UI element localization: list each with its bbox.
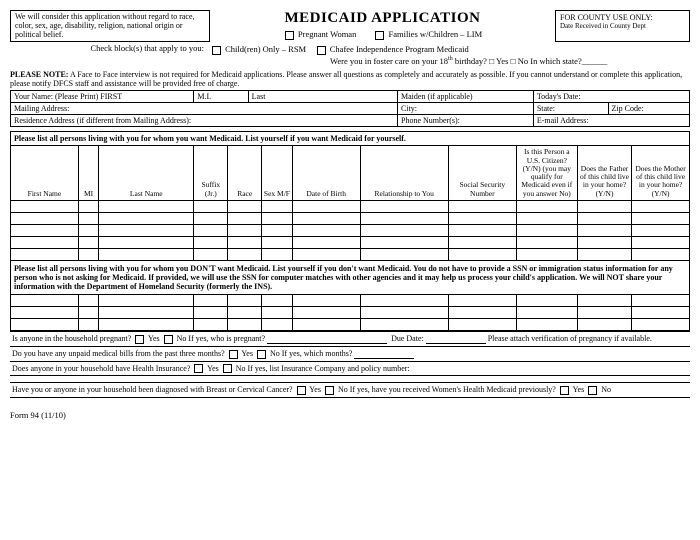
questions-block: Is anyone in the household pregnant? Yes… — [10, 331, 690, 376]
foster-q-b: birthday? □ Yes □ No In which state?____… — [453, 56, 608, 66]
field-city[interactable]: City: — [398, 103, 534, 115]
form-title: MEDICAID APPLICATION — [214, 10, 551, 27]
field-last-name[interactable]: Last — [248, 91, 397, 103]
checkbox-whm-no[interactable] — [588, 386, 597, 395]
name-address-table: Your Name: (Please Print) FIRST M.I. Las… — [10, 90, 690, 127]
col-mi: MI — [78, 146, 98, 201]
foster-q-a: Were you in foster care on your 18 — [330, 56, 448, 66]
field-mi[interactable]: M.I. — [194, 91, 248, 103]
checkbox-children[interactable] — [212, 46, 221, 55]
nondiscrimination-box: We will consider this application withou… — [10, 10, 210, 42]
cancer-question: Have you or anyone in your household bee… — [10, 382, 690, 398]
field-today-date[interactable]: Today's Date: — [533, 91, 689, 103]
label-families: Families w/Children – LIM — [388, 29, 482, 39]
checkbox-cancer-no[interactable] — [325, 386, 334, 395]
checkbox-whm-yes[interactable] — [560, 386, 569, 395]
field-state[interactable]: State: — [533, 103, 608, 115]
checkbox-row-1: Pregnant Woman Families w/Children – LIM — [214, 29, 551, 40]
col-rel: Relationship to You — [360, 146, 448, 201]
col-father: Does the Father of this child live in yo… — [577, 146, 631, 201]
section1-header: Please list all persons living with you … — [11, 132, 690, 146]
field-email[interactable]: E-mail Address: — [533, 115, 689, 127]
field-mailing[interactable]: Mailing Address: — [11, 103, 398, 115]
field-residence[interactable]: Residence Address (if different from Mai… — [11, 115, 398, 127]
q-bills: Do you have any unpaid medical bills fro… — [10, 347, 690, 362]
note-label: PLEASE NOTE: — [10, 70, 68, 79]
checkbox-bills-yes[interactable] — [229, 350, 238, 359]
col-suffix: Suffix (Jr.) — [194, 146, 228, 201]
field-phone[interactable]: Phone Number(s): — [398, 115, 534, 127]
section2-header: Please list all persons living with you … — [11, 260, 690, 295]
checkbox-bills-no[interactable] — [257, 350, 266, 359]
table-row[interactable] — [11, 212, 690, 224]
label-chafee: Chafee Independence Program Medicaid — [330, 44, 469, 54]
q-cancer: Have you or anyone in your household bee… — [10, 383, 690, 398]
checkbox-pregnant-yes[interactable] — [135, 335, 144, 344]
table-row[interactable] — [11, 200, 690, 212]
check-blocks-label: Check block(s) that apply to you: — [10, 44, 210, 53]
table-row[interactable] — [11, 224, 690, 236]
table-row[interactable] — [11, 295, 690, 307]
checkbox-ins-yes[interactable] — [194, 364, 203, 373]
county-use-box: FOR COUNTY USE ONLY: Date Received in Co… — [555, 10, 690, 42]
checkbox-cancer-yes[interactable] — [297, 386, 306, 395]
label-pregnant: Pregnant Woman — [298, 29, 356, 39]
checkbox-ins-no[interactable] — [223, 364, 232, 373]
checkbox-pregnant-no[interactable] — [164, 335, 173, 344]
county-header: FOR COUNTY USE ONLY: — [560, 13, 685, 22]
table-row[interactable] — [11, 307, 690, 319]
field-first-name[interactable]: Your Name: (Please Print) FIRST — [11, 91, 194, 103]
col-race: Race — [228, 146, 262, 201]
field-zip[interactable]: Zip Code: — [608, 103, 690, 115]
please-note: PLEASE NOTE: A Face to Face interview is… — [10, 70, 690, 88]
col-first: First Name — [11, 146, 79, 201]
col-citizen: Is this Person a U.S. Citizen? (Y/N) (yo… — [516, 146, 577, 201]
header-row: We will consider this application withou… — [10, 10, 690, 42]
col-ssn: Social Security Number — [448, 146, 516, 201]
persons-want-table: Please list all persons living with you … — [10, 131, 690, 331]
field-who-pregnant[interactable] — [267, 335, 387, 344]
field-due-date[interactable] — [426, 335, 486, 344]
checkbox-families[interactable] — [375, 31, 384, 40]
county-sub: Date Received in County Dept — [560, 22, 685, 30]
field-maiden[interactable]: Maiden (if applicable) — [398, 91, 534, 103]
form-footer: Form 94 (11/10) — [10, 410, 690, 420]
col-last: Last Name — [99, 146, 194, 201]
col-sex: Sex M/F — [262, 146, 293, 201]
checkbox-pregnant[interactable] — [285, 31, 294, 40]
table-row[interactable] — [11, 236, 690, 248]
q-pregnant: Is anyone in the household pregnant? Yes… — [10, 332, 690, 347]
checkbox-row-2: Check block(s) that apply to you: Child(… — [10, 44, 690, 66]
col-dob: Date of Birth — [292, 146, 360, 201]
col-mother: Does the Mother of this child live in yo… — [632, 146, 690, 201]
checkbox-chafee[interactable] — [317, 46, 326, 55]
note-text: A Face to Face interview is not required… — [10, 70, 682, 88]
title-block: MEDICAID APPLICATION Pregnant Woman Fami… — [214, 10, 551, 42]
label-children: Child(ren) Only – RSM — [225, 44, 306, 54]
table-row[interactable] — [11, 319, 690, 331]
field-which-months[interactable] — [354, 350, 414, 359]
q-insurance: Does anyone in your household have Healt… — [10, 361, 690, 376]
table-row[interactable] — [11, 248, 690, 260]
